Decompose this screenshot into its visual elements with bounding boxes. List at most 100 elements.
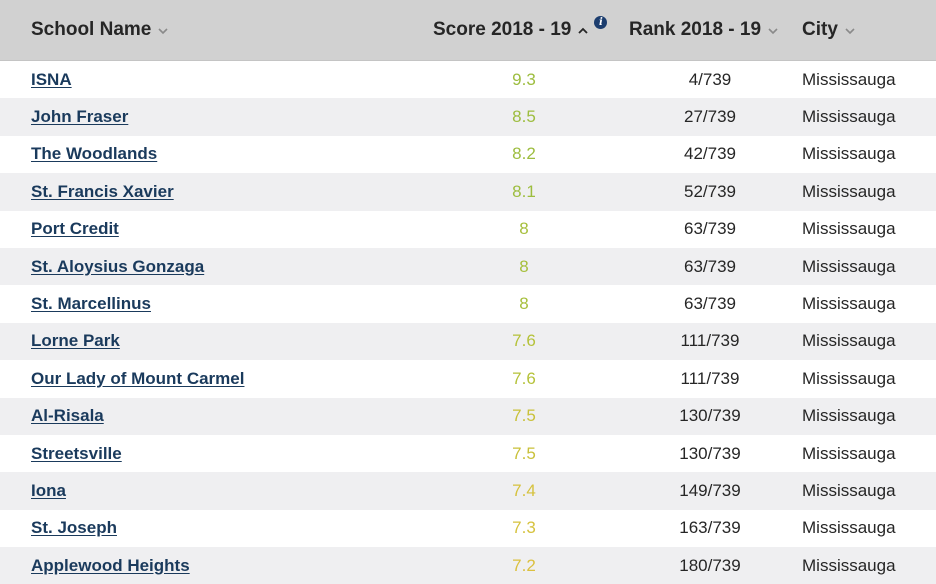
school-name-cell: Lorne Park (31, 323, 120, 360)
school-name-cell: St. Marcellinus (31, 285, 151, 322)
score-cell: 7.6 (512, 331, 536, 351)
school-name-link[interactable]: St. Joseph (31, 518, 117, 538)
score-cell: 8.5 (512, 107, 536, 127)
school-name-cell: ISNA (31, 61, 72, 98)
rank-cell: 4/739 (688, 69, 732, 89)
school-name-link[interactable]: Port Credit (31, 219, 119, 239)
school-name-cell: The Woodlands (31, 136, 157, 173)
school-name-cell: John Fraser (31, 98, 128, 135)
table-row: Port Credit 8 63/739 Mississauga (0, 210, 936, 248)
school-name-cell: St. Aloysius Gonzaga (31, 248, 204, 285)
school-name-header-label: School Name (31, 19, 152, 40)
rank-header-label: Rank 2018 - 19 (629, 19, 762, 40)
school-name-cell: Streetsville (31, 435, 122, 472)
table-row: St. Joseph 7.3 163/739 Mississauga (0, 509, 936, 548)
score-cell: 7.5 (512, 443, 536, 463)
chevron-down-icon (845, 28, 855, 35)
score-cell: 7.5 (512, 406, 536, 426)
city-cell: Mississauga (802, 294, 896, 314)
score-cell: 8.1 (512, 181, 536, 201)
table-header: School Name Score 2018 - 19 i Rank 2018 … (0, 0, 936, 61)
info-icon[interactable]: i (594, 15, 608, 29)
rank-cell: 111/739 (680, 368, 740, 388)
score-cell: 7.6 (512, 368, 536, 388)
score-cell: 8 (519, 219, 529, 239)
school-name-link[interactable]: St. Aloysius Gonzaga (31, 256, 205, 276)
table-row: Al-Risala 7.5 130/739 Mississauga (0, 397, 936, 435)
rank-cell: 42/739 (684, 144, 736, 164)
school-name-link[interactable]: St. Marcellinus (31, 294, 151, 314)
rank-cell: 130/739 (679, 443, 741, 463)
city-cell: Mississauga (802, 406, 896, 426)
city-cell: Mississauga (802, 219, 896, 239)
rank-cell: 180/739 (679, 555, 741, 575)
table-row: St. Francis Xavier 8.1 52/739 Mississaug… (0, 173, 936, 211)
school-name-link[interactable]: John Fraser (31, 107, 129, 127)
city-cell: Mississauga (802, 555, 896, 575)
score-cell: 7.4 (512, 480, 536, 500)
school-name-cell: Port Credit (31, 211, 119, 248)
school-name-link[interactable]: ISNA (31, 69, 72, 89)
school-name-cell: Applewood Heights (31, 547, 190, 584)
rank-cell: 149/739 (679, 480, 741, 500)
score-cell: 9.3 (512, 69, 536, 89)
school-name-cell: Al-Risala (31, 398, 104, 435)
rank-cell: 163/739 (679, 518, 741, 538)
rank-cell: 27/739 (684, 107, 736, 127)
rank-cell: 52/739 (684, 181, 736, 201)
rank-cell: 111/739 (680, 331, 740, 351)
city-cell: Mississauga (802, 144, 896, 164)
table-row: John Fraser 8.5 27/739 Mississauga (0, 98, 936, 136)
city-header-label: City (802, 19, 838, 40)
city-cell: Mississauga (802, 107, 896, 127)
school-name-link[interactable]: Iona (31, 480, 66, 500)
score-cell: 7.3 (512, 518, 536, 538)
school-name-cell: St. Francis Xavier (31, 173, 174, 210)
school-name-column-header[interactable]: School Name (31, 0, 169, 60)
school-name-cell: St. Joseph (31, 510, 117, 547)
chevron-down-icon (158, 28, 168, 35)
table-row: Streetsville 7.5 130/739 Mississauga (0, 434, 936, 473)
table-row: The Woodlands 8.2 42/739 Mississauga (0, 135, 936, 174)
score-cell: 7.2 (512, 555, 536, 575)
rank-cell: 130/739 (679, 406, 741, 426)
city-cell: Mississauga (802, 181, 896, 201)
table-row: St. Aloysius Gonzaga 8 63/739 Mississaug… (0, 247, 936, 286)
score-cell: 8 (519, 294, 529, 314)
school-name-link[interactable]: Our Lady of Mount Carmel (31, 368, 245, 388)
score-header-label: Score 2018 - 19 (433, 19, 572, 40)
table-row: ISNA 9.3 4/739 Mississauga (0, 61, 936, 99)
rank-cell: 63/739 (684, 219, 736, 239)
city-cell: Mississauga (802, 443, 896, 463)
city-cell: Mississauga (802, 518, 896, 538)
rank-cell: 63/739 (684, 294, 736, 314)
city-cell: Mississauga (802, 256, 896, 276)
table-row: Applewood Heights 7.2 180/739 Mississaug… (0, 547, 936, 584)
table-body: ISNA 9.3 4/739 Mississauga John Fraser 8… (0, 61, 936, 584)
school-name-link[interactable]: Al-Risala (31, 406, 104, 426)
chevron-down-icon (768, 28, 778, 35)
rank-cell: 63/739 (684, 256, 736, 276)
school-name-link[interactable]: The Woodlands (31, 144, 158, 164)
city-cell: Mississauga (802, 480, 896, 500)
score-column-header[interactable]: Score 2018 - 19 i (433, 0, 608, 60)
table-row: Lorne Park 7.6 111/739 Mississauga (0, 322, 936, 361)
table-row: Our Lady of Mount Carmel 7.6 111/739 Mis… (0, 360, 936, 398)
school-name-cell: Iona (31, 472, 66, 509)
score-cell: 8.2 (512, 144, 536, 164)
city-cell: Mississauga (802, 368, 896, 388)
school-name-link[interactable]: St. Francis Xavier (31, 181, 174, 201)
score-cell: 8 (519, 256, 529, 276)
school-name-link[interactable]: Applewood Heights (31, 555, 190, 575)
sort-ascending-icon (578, 27, 589, 34)
school-name-link[interactable]: Streetsville (31, 443, 122, 463)
school-name-link[interactable]: Lorne Park (31, 331, 120, 351)
city-column-header[interactable]: City (802, 0, 856, 60)
table-row: St. Marcellinus 8 63/739 Mississauga (0, 285, 936, 323)
school-name-cell: Our Lady of Mount Carmel (31, 360, 244, 397)
rank-column-header[interactable]: Rank 2018 - 19 (629, 0, 779, 60)
city-cell: Mississauga (802, 331, 896, 351)
table-row: Iona 7.4 149/739 Mississauga (0, 472, 936, 510)
city-cell: Mississauga (802, 69, 896, 89)
